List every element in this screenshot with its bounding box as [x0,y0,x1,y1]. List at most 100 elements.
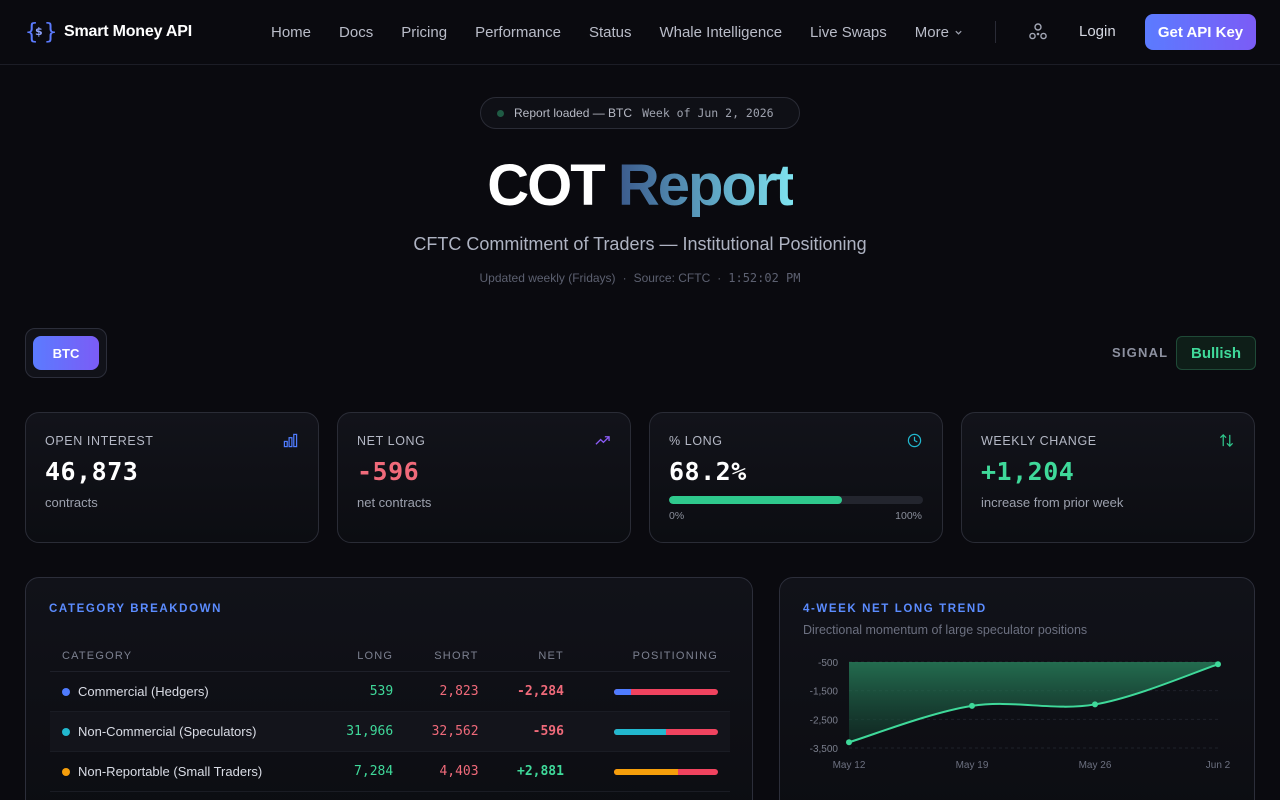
nav-link-performance[interactable]: Performance [475,23,561,41]
nav-link-live-swaps[interactable]: Live Swaps [810,23,887,41]
x-tick-label: Jun 2 [1206,760,1231,771]
data-point[interactable] [1215,661,1221,668]
progress-bar-fill [669,496,843,504]
category-breakdown-table: CATEGORY LONG SHORT NET POSITIONING Comm… [50,641,730,792]
asset-selector: BTC [25,328,107,378]
nav-link-home[interactable]: Home [271,23,312,41]
panel-title: 4-WEEK NET LONG TREND [803,603,987,615]
positioning-cell [575,711,730,752]
short-cell: 4,403 [405,751,491,792]
stat-value: -596 [357,457,420,486]
column-header-net: NET [490,641,576,672]
y-tick-label: -500 [818,658,838,669]
status-dot-icon [497,109,504,117]
nav-divider [995,21,996,43]
long-cell: 7,284 [319,751,406,792]
category-cell: Non-Commercial (Speculators) [50,711,320,752]
stat-label: OPEN INTEREST [45,434,154,448]
report-status-pill: Report loaded — BTC Week of Jun 2, 2026 [480,97,800,129]
table-row[interactable]: Non-Commercial (Speculators) 31,966 32,5… [50,711,730,752]
stat-sub: net contracts [357,495,432,510]
category-color-dot [62,767,70,776]
get-api-key-button[interactable]: Get API Key [1145,14,1256,50]
net-long-trend-chart: -500 -1,500 -2,500 -3,500 May 12 May 19 May 2… [810,658,1231,771]
chevron-down-icon [955,30,962,35]
stat-sub: contracts [45,495,98,510]
panel-title: CATEGORY BREAKDOWN [49,603,222,615]
nav-link-whale-intelligence[interactable]: Whale Intelligence [659,23,783,41]
brand-name: Smart Money API [64,23,192,40]
net-cell: -596 [490,711,576,752]
stat-value: 46,873 [45,457,139,486]
asset-button-btc[interactable]: BTC [33,336,99,370]
stat-label: NET LONG [357,434,426,448]
data-source: Source: CFTC [633,271,711,285]
x-tick-label: May 19 [956,760,989,771]
nav-more-dropdown[interactable]: More [915,24,963,41]
last-updated-time: 1:52:02 PM [728,271,801,285]
positioning-bar [614,689,718,696]
data-point[interactable] [969,702,975,709]
positioning-cell [575,751,730,792]
progress-max-label: 100% [895,510,922,522]
stat-card-open-interest: OPEN INTEREST 46,873 contracts [25,412,319,543]
data-point[interactable] [1092,701,1098,708]
progress-min-label: 0% [669,510,685,522]
x-tick-label: May 12 [833,760,866,771]
network-nodes-icon[interactable] [1027,21,1049,43]
positioning-bar-long [614,729,666,736]
net-cell: -2,284 [490,671,576,712]
nav-link-docs[interactable]: Docs [339,23,374,41]
meta-separator: · [717,271,722,285]
clock-icon [907,433,922,448]
meta-separator: · [622,271,627,285]
column-header-short: SHORT [405,641,491,672]
signal-badge: Bullish [1176,336,1256,370]
nav-links: Home Docs Pricing Performance Status Wha… [271,0,991,64]
trend-line [848,663,1219,744]
bar-chart-icon [283,433,298,448]
trend-area [849,662,1218,743]
svg-text:}: } [44,20,55,45]
category-name: Commercial (Hedgers) [78,683,209,699]
positioning-bar [614,729,718,736]
short-cell: 32,562 [405,711,491,752]
nav-link-status[interactable]: Status [588,23,632,41]
arrows-up-down-icon [1219,434,1234,447]
nav-more-label: More [914,23,949,41]
table-row[interactable]: Non-Reportable (Small Traders) 7,284 4,4… [50,751,730,792]
positioning-bar-long [614,769,679,776]
x-tick-label: May 26 [1079,760,1112,771]
category-name: Non-Commercial (Speculators) [78,723,257,739]
page-title: COT Report [0,150,1280,222]
data-point[interactable] [846,739,852,746]
category-name: Non-Reportable (Small Traders) [78,763,263,779]
svg-text:$: $ [35,25,43,38]
stat-value: 68.2% [669,457,747,486]
stat-card-percent-long: % LONG 68.2% 0% 100% [649,412,943,543]
braces-dollar-logo-icon: { } $ [25,20,55,45]
stat-card-net-long: NET LONG -596 net contracts [337,412,631,543]
table-header-row: CATEGORY LONG SHORT NET POSITIONING [50,641,730,672]
net-cell: +2,881 [490,751,576,792]
top-navbar: { } $ Smart Money API Home Docs Pricing … [0,0,1280,65]
net-long-trend-panel: 4-WEEK NET LONG TREND Directional moment… [779,577,1255,800]
long-cell: 539 [319,671,406,712]
update-meta: Updated weekly (Fridays) · Source: CFTC · 1:… [0,271,1280,285]
login-link[interactable]: Login [1079,23,1116,40]
brand[interactable]: { } $ Smart Money API [25,17,192,47]
short-cell: 2,823 [405,671,491,712]
positioning-bar-long [614,689,631,696]
column-header-positioning: POSITIONING [575,641,730,672]
table-row[interactable]: Commercial (Hedgers) 539 2,823 -2,284 [50,671,730,712]
y-tick-label: -3,500 [810,744,839,755]
y-tick-label: -1,500 [810,687,839,698]
panel-subtitle: Directional momentum of large speculator… [803,623,1088,637]
column-header-category: CATEGORY [50,641,320,672]
nav-link-pricing[interactable]: Pricing [401,23,448,41]
signal-label: SIGNAL [1112,345,1169,360]
report-status-text: Report loaded — BTC [514,106,633,120]
positioning-bar [614,769,718,776]
stat-value: +1,204 [981,457,1075,486]
stat-label: WEEKLY CHANGE [981,434,1097,448]
